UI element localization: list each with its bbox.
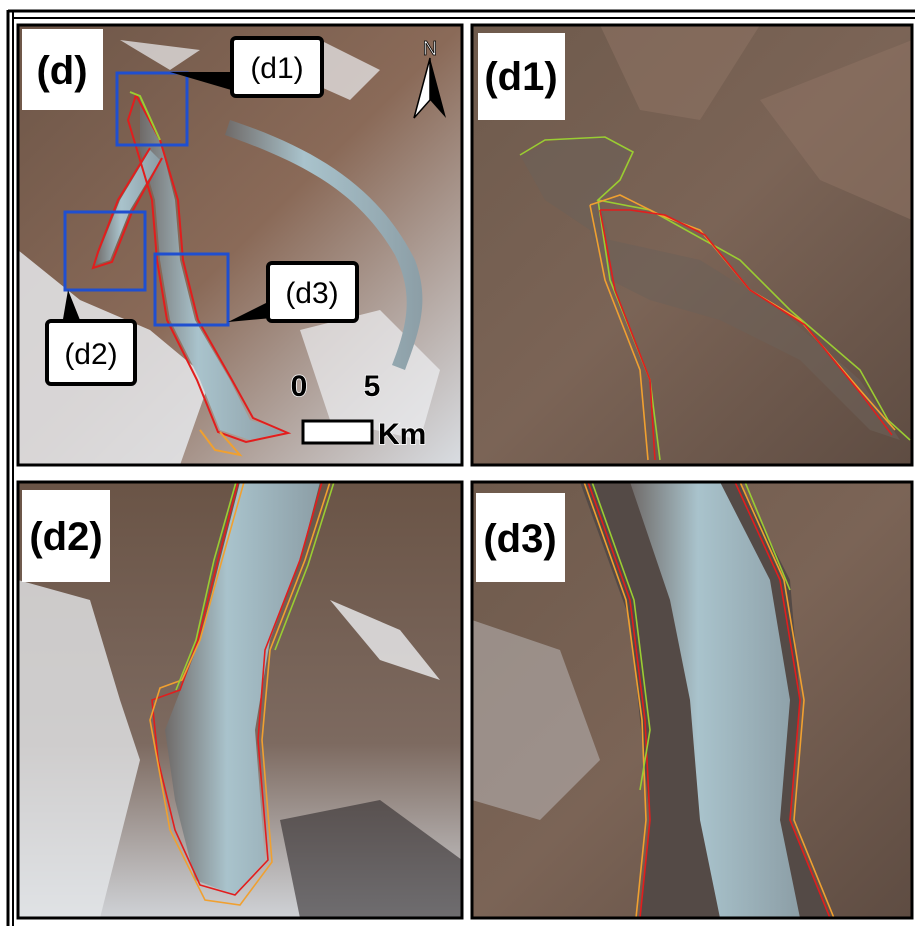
scale-unit: Km [378,418,426,451]
callout-label: (d1) [250,52,303,85]
panel-label: (d2) [29,515,102,559]
scale-tick-label: 5 [364,370,381,403]
panel-label: (d) [36,49,87,93]
callout-label: (d3) [285,277,338,310]
scale-tick-label: 0 [291,370,308,403]
panel-label: (d1) [484,55,557,99]
callout-label: (d2) [64,338,117,371]
panel-label: (d3) [483,517,556,561]
figure: (d) (d1) (d2) (d3) (d1) (d2) (d3) 0 5 Km… [0,0,915,926]
north-label: N [423,38,437,60]
scale-bar [303,421,372,443]
